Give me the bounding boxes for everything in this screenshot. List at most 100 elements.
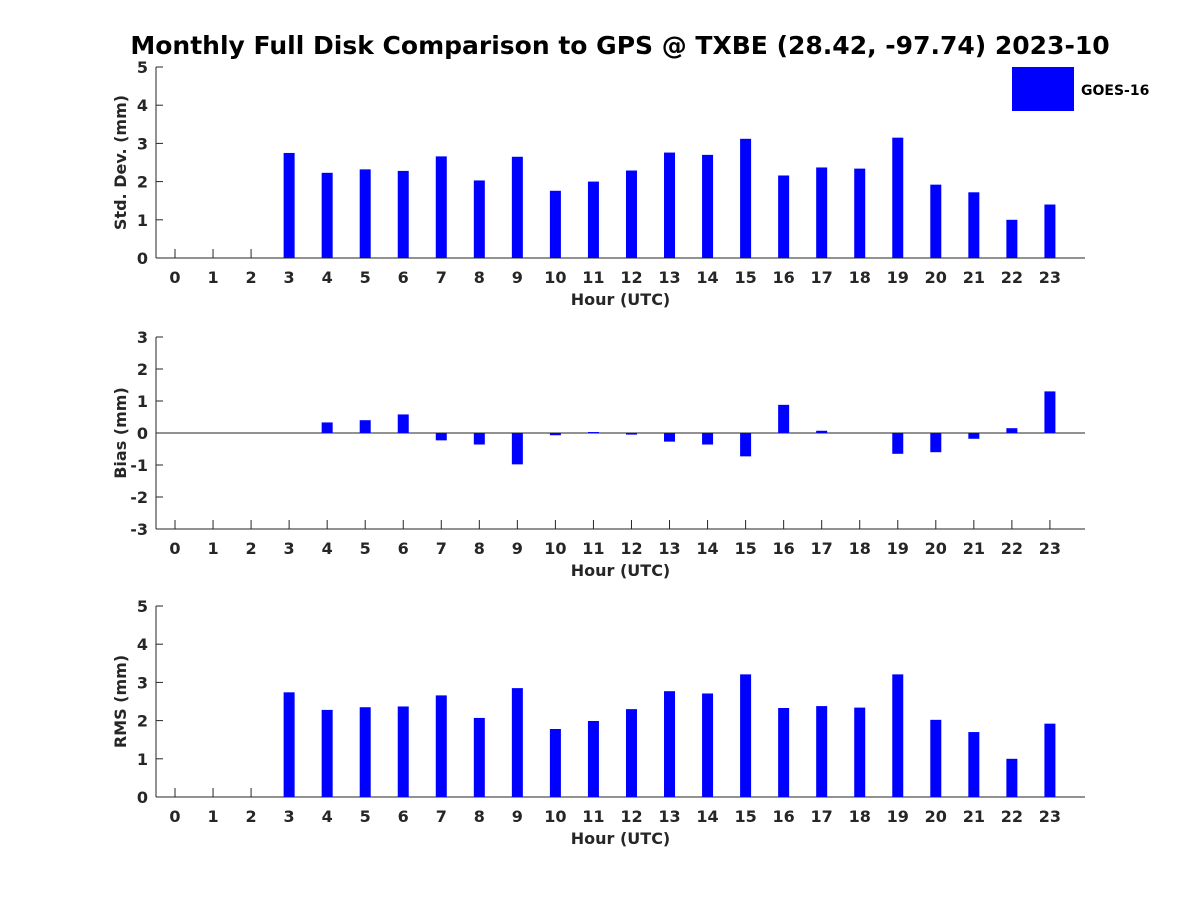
rms-bar [854,707,866,797]
std-dev-bar [283,152,295,258]
rms-x-tick-label: 15 [734,807,756,826]
rms-bar [1006,758,1018,797]
bias-bar [397,414,409,433]
legend-label: GOES-16 [1081,83,1149,99]
rms-bar [473,717,485,797]
rms-bar [435,695,447,797]
std-dev-bar [435,156,447,258]
rms-y-tick-label: 4 [137,635,148,654]
legend-swatch [1012,67,1074,111]
bias-bar [968,433,980,439]
std-dev-x-tick-label: 14 [696,268,718,287]
std-dev-bar [549,190,561,258]
bias-bar [625,433,637,435]
bias-bar [321,422,333,433]
bias-bar [587,432,599,433]
std-dev-x-tick-label: 22 [1001,268,1023,287]
rms-x-tick-label: 12 [620,807,642,826]
rms-x-tick-label: 22 [1001,807,1023,826]
bias-x-tick-label: 3 [284,539,295,558]
bias-x-tick-label: 13 [658,539,680,558]
std-dev-x-tick-label: 3 [284,268,295,287]
bias-bar [778,404,790,433]
bias-y-tick-label: 2 [137,360,148,379]
bias-x-tick-label: 22 [1001,539,1023,558]
std-dev-x-tick-label: 0 [169,268,180,287]
std-dev-bar [321,172,333,258]
bias-x-tick-label: 8 [474,539,485,558]
bias-x-axis-label: Hour (UTC) [571,561,671,580]
rms-y-tick-label: 2 [137,712,148,731]
rms-bar [740,674,752,797]
std-dev-x-tick-label: 19 [887,268,909,287]
rms-x-tick-label: 0 [169,807,180,826]
bias-x-tick-label: 6 [398,539,409,558]
std-dev-x-tick-label: 21 [963,268,985,287]
rms-x-tick-label: 9 [512,807,523,826]
rms-bar [321,709,333,797]
bias-bar [359,420,371,433]
std-dev-x-tick-label: 12 [620,268,642,287]
bias-bar [549,433,561,436]
std-dev-bar [854,168,866,258]
bias-bar [740,433,752,457]
std-dev-bar [778,175,790,258]
std-dev-y-tick-label: 0 [137,249,148,268]
std-dev-x-tick-label: 20 [925,268,947,287]
bias-x-tick-label: 19 [887,539,909,558]
bias-x-tick-label: 1 [207,539,218,558]
bias-bar [435,433,447,441]
rms-x-tick-label: 3 [284,807,295,826]
bias-x-tick-label: 7 [436,539,447,558]
rms-x-tick-label: 10 [544,807,566,826]
rms-bar [625,709,637,797]
bias-x-tick-label: 14 [696,539,718,558]
bias-x-tick-label: 0 [169,539,180,558]
std-dev-x-axis-label: Hour (UTC) [571,290,671,309]
bias-bar [892,433,904,454]
std-dev-bar [1044,204,1056,258]
rms-bar [397,706,409,797]
bias-y-tick-label: -1 [130,456,148,475]
std-dev-y-axis-label: Std. Dev. (mm) [111,95,130,230]
rms-x-tick-label: 17 [811,807,833,826]
bias-x-tick-label: 10 [544,539,566,558]
bias-y-tick-label: -3 [130,520,148,539]
bias-bar [816,430,828,433]
bias-y-tick-label: 1 [137,392,148,411]
rms-bar [283,692,295,797]
std-dev-x-tick-label: 11 [582,268,604,287]
bias-bar [1044,391,1056,433]
rms-x-tick-label: 18 [849,807,871,826]
bias-bar [1006,428,1018,433]
std-dev-bar [968,192,980,258]
std-dev-bar [702,154,714,258]
bias-x-tick-label: 16 [773,539,795,558]
rms-y-tick-label: 1 [137,750,148,769]
std-dev-bar [892,137,904,258]
bias-x-tick-label: 18 [849,539,871,558]
bias-x-tick-label: 11 [582,539,604,558]
bias-y-axis-label: Bias (mm) [111,387,130,479]
rms-y-tick-label: 3 [137,673,148,692]
std-dev-y-tick-label: 1 [137,211,148,230]
bias-bar [664,433,676,442]
legend: GOES-16 [1012,67,1149,111]
std-dev-x-tick-label: 1 [207,268,218,287]
bias-x-tick-label: 4 [322,539,333,558]
std-dev-x-tick-label: 2 [246,268,257,287]
std-dev-bar [473,180,485,258]
rms-x-tick-label: 8 [474,807,485,826]
rms-bar [816,706,828,797]
std-dev-bar [359,169,371,258]
std-dev-x-tick-label: 6 [398,268,409,287]
rms-y-axis-label: RMS (mm) [111,655,130,748]
bias-x-tick-label: 21 [963,539,985,558]
rms-x-tick-label: 4 [322,807,333,826]
std-dev-bar [1006,219,1018,258]
chart-title: Monthly Full Disk Comparison to GPS @ TX… [130,31,1109,60]
